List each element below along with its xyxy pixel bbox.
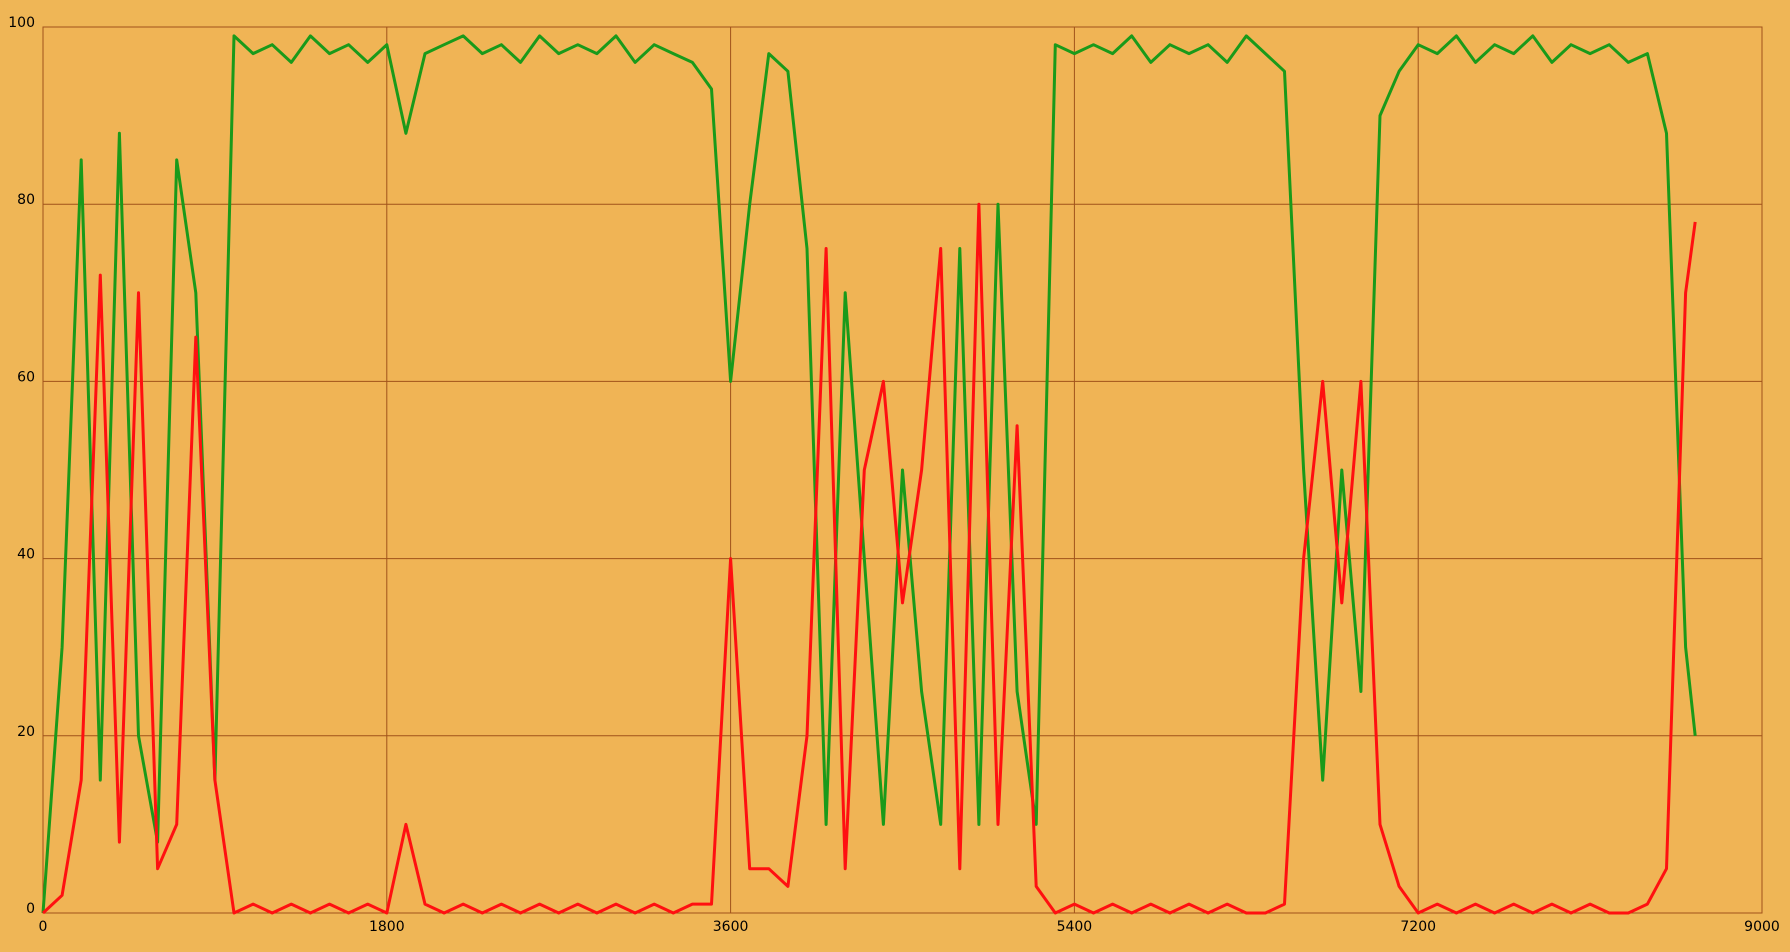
series-line (41, 34, 1697, 914)
y-tick-label: 40 (17, 547, 35, 563)
x-tick-label: 5400 (1057, 919, 1093, 935)
x-tick-label: 3600 (713, 919, 749, 935)
y-tick-label: 20 (17, 724, 35, 740)
y-tick-label: 60 (17, 369, 35, 385)
x-tick-label: 0 (39, 919, 48, 935)
series-line (41, 202, 1697, 915)
y-tick-label: 80 (17, 192, 35, 208)
x-tick-label: 1800 (369, 919, 405, 935)
y-tick-label: 0 (26, 901, 35, 917)
x-tick-label: 7200 (1400, 919, 1436, 935)
y-tick-label: 100 (8, 15, 35, 31)
x-tick-label: 9000 (1744, 919, 1780, 935)
